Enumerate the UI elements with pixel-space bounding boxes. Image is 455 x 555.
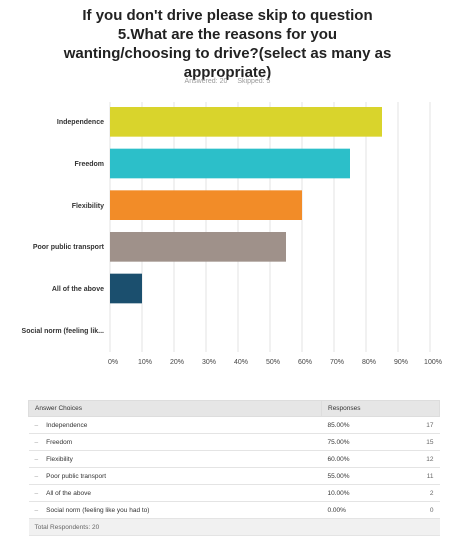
- count-cell: 2: [396, 484, 440, 502]
- header-cell[interactable]: Responses: [321, 400, 440, 417]
- answer-cell: – All of the above: [28, 484, 322, 502]
- y-tick-label: All of the above: [51, 285, 104, 293]
- table-row: – Poor public transport 55.00% 11: [28, 467, 440, 485]
- x-tick-label: 50%: [265, 359, 280, 366]
- answer-cell: – Freedom: [28, 433, 322, 451]
- bar: [110, 148, 350, 179]
- skipped: Skipped: 5: [237, 78, 271, 85]
- answer-label: Poor public transport: [46, 472, 107, 480]
- percent-cell: 55.00%: [321, 467, 397, 485]
- y-tick-label: Social norm (feeling lik...: [21, 327, 104, 335]
- percent-cell: 60.00%: [321, 450, 397, 468]
- table-row: – Flexibility 60.00% 12: [28, 450, 440, 468]
- count-cell: 0: [396, 501, 440, 519]
- answer-label: Freedom: [46, 438, 73, 446]
- answered: Answered: 20: [184, 78, 228, 85]
- table-header: Answer Choices Responses: [28, 400, 440, 417]
- answer-cell: – Poor public transport: [28, 467, 322, 485]
- header-cell[interactable]: Answer Choices: [28, 400, 322, 417]
- answer-label: All of the above: [46, 489, 91, 497]
- answer-cell: – Independence: [28, 416, 322, 434]
- bar: [110, 232, 286, 262]
- x-tick-label: 80%: [361, 359, 376, 366]
- response-counts: Answered: 20 Skipped: 5: [0, 78, 455, 85]
- answer-label: Flexibility: [46, 455, 73, 463]
- results-table: Answer Choices Responses – Independence 85…: [28, 400, 440, 536]
- y-tick-label: Freedom: [74, 160, 104, 168]
- expand-toggle[interactable]: –: [34, 455, 39, 463]
- y-tick-label: Independence: [56, 119, 104, 127]
- percent-cell: 10.00%: [321, 484, 397, 502]
- bar: [110, 273, 142, 304]
- y-tick-label: Poor public transport: [32, 244, 104, 252]
- bar: [110, 107, 382, 137]
- answer-label: Social norm (feeling like you had to): [46, 506, 150, 514]
- count-cell: 15: [396, 433, 440, 451]
- expand-toggle[interactable]: –: [34, 438, 39, 446]
- count-cell: 12: [396, 450, 440, 468]
- percent-cell: 75.00%: [321, 433, 397, 451]
- x-tick-label: 0%: [107, 359, 119, 366]
- answer-cell: – Social norm (feeling like you had to): [28, 501, 322, 519]
- expand-toggle[interactable]: –: [34, 506, 39, 514]
- chart-title: If you don't drive please skip to questi…: [63, 7, 392, 81]
- x-tick-label: 100%: [424, 359, 442, 366]
- x-tick-label: 10%: [137, 359, 152, 366]
- expand-toggle[interactable]: –: [34, 489, 39, 497]
- table-footer: Total Respondents: 20: [28, 518, 440, 536]
- answer-cell: – Flexibility: [28, 450, 322, 468]
- x-tick-label: 60%: [297, 359, 312, 366]
- table-row: – All of the above 10.00% 2: [28, 484, 440, 502]
- y-tick-label: Flexibility: [71, 202, 104, 210]
- percent-cell: 0.00%: [321, 501, 397, 519]
- chart: [109, 102, 431, 352]
- table-row: – Freedom 75.00% 15: [28, 433, 440, 451]
- percent-cell: 85.00%: [321, 416, 397, 434]
- expand-toggle[interactable]: –: [34, 421, 39, 429]
- count-cell: 17: [396, 416, 440, 434]
- x-tick-label: 40%: [233, 359, 248, 366]
- x-tick-label: 20%: [169, 359, 184, 366]
- x-tick-label: 90%: [393, 359, 408, 366]
- table-row: – Social norm (feeling like you had to) 0.…: [28, 501, 440, 519]
- answer-label: Independence: [46, 421, 88, 429]
- table-row: – Independence 85.00% 17: [28, 416, 440, 434]
- bar: [110, 190, 302, 220]
- x-tick-label: 70%: [329, 359, 344, 366]
- x-tick-label: 30%: [201, 359, 216, 366]
- expand-toggle[interactable]: –: [34, 472, 39, 480]
- count-cell: 11: [396, 467, 440, 485]
